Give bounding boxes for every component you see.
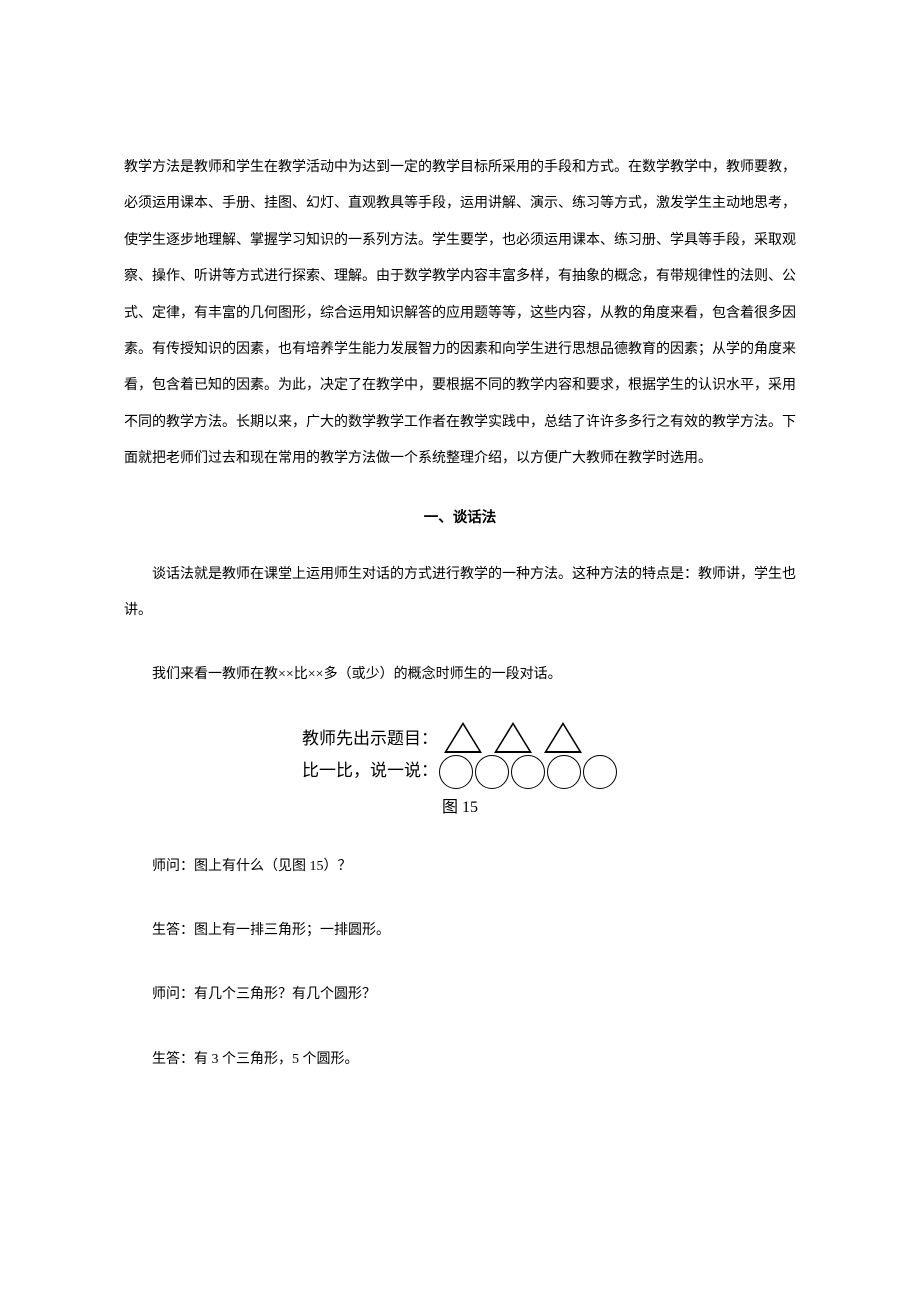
circle-shape (475, 755, 509, 789)
example-intro-paragraph: 我们来看一教师在教××比××多（或少）的概念时师生的一段对话。 (124, 657, 796, 693)
triangle-shape (544, 722, 582, 753)
figure-caption: 图 15 (124, 793, 796, 817)
dialogue-line: 师问：图上有什么（见图 15）？ (124, 849, 796, 885)
dialogue-block: 师问：图上有什么（见图 15）？ 生答：图上有一排三角形；一排圆形。师问：有几个三… (124, 849, 796, 1079)
triangle-shape (444, 722, 482, 753)
figure-label: 教师先出示题目： 比一比，说一说： (302, 723, 438, 788)
figure-shapes (438, 722, 618, 789)
triangle-row (438, 722, 588, 753)
definition-paragraph: 谈话法就是教师在课堂上运用师生对话的方式进行教学的一种方法。这种方法的特点是：教… (124, 557, 796, 630)
dialogue-line: 生答：图上有一排三角形；一排圆形。 (124, 913, 796, 949)
figure-15: 教师先出示题目： 比一比，说一说： 图 15 (124, 722, 796, 817)
circle-shape (547, 755, 581, 789)
document-page: 教学方法是教师和学生在教学活动中为达到一定的教学目标所采用的手段和方式。在数学教… (0, 0, 920, 1302)
intro-paragraph: 教学方法是教师和学生在教学活动中为达到一定的教学目标所采用的手段和方式。在数学教… (124, 150, 796, 478)
circle-shape (439, 755, 473, 789)
figure-label-line2: 比一比，说一说： (302, 761, 438, 780)
figure-row: 教师先出示题目： 比一比，说一说： (124, 722, 796, 789)
dialogue-line: 生答：有 3 个三角形，5 个圆形。 (124, 1042, 796, 1078)
circle-shape (583, 755, 617, 789)
dialogue-line: 师问：有几个三角形？有几个圆形？ (124, 977, 796, 1013)
section-heading: 一、谈话法 (124, 506, 796, 527)
figure-label-line1: 教师先出示题目： (302, 729, 438, 748)
triangle-shape (494, 722, 532, 753)
circle-row (438, 755, 618, 789)
circle-shape (511, 755, 545, 789)
